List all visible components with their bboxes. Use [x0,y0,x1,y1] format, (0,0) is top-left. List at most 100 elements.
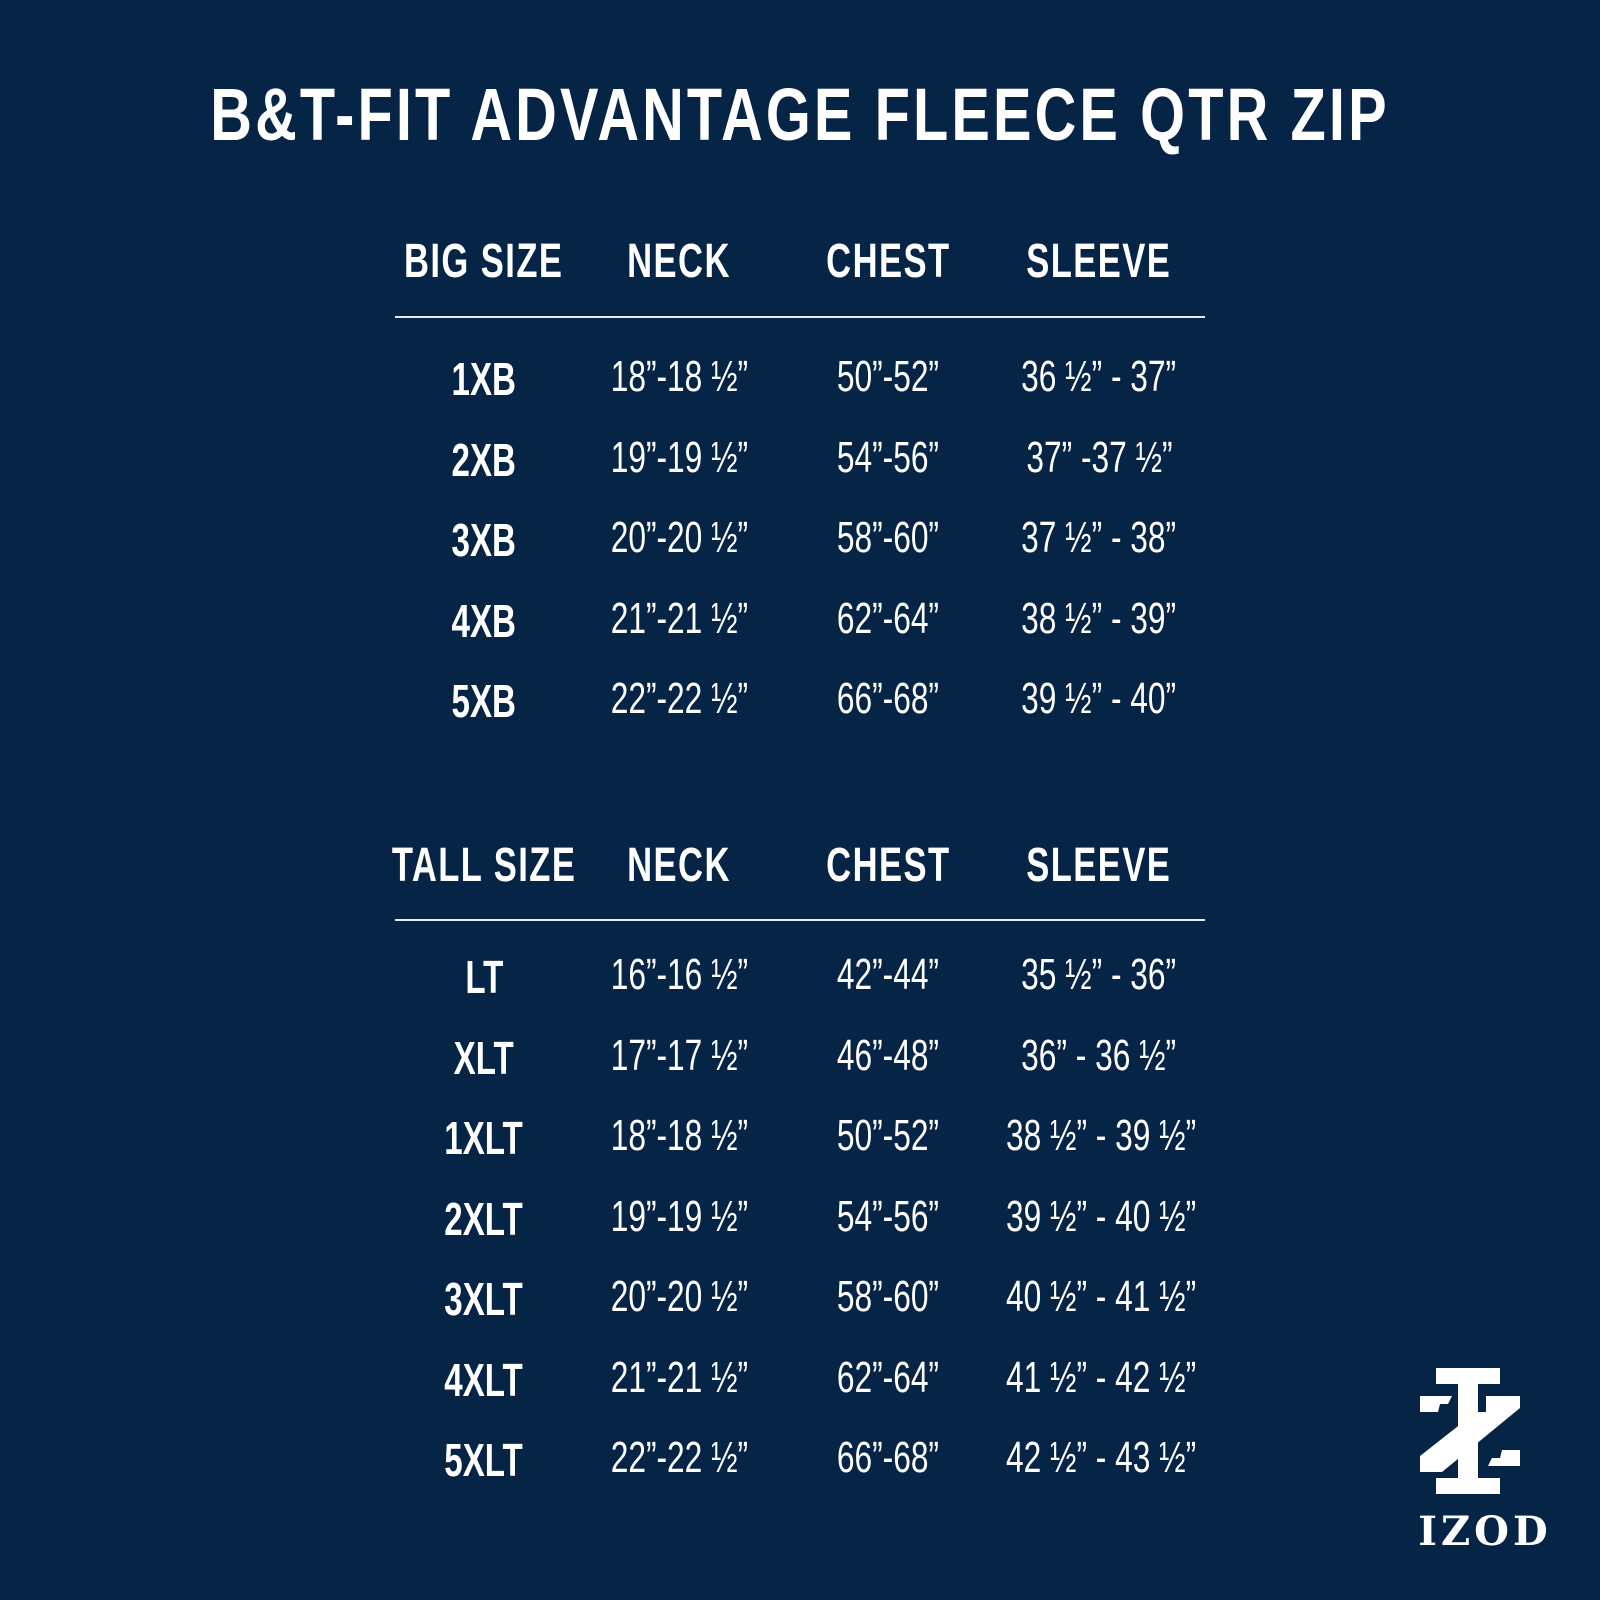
cell-neck: 19”-19 ½” [549,1192,809,1242]
cell-text: LT [464,951,503,1003]
cell-text: 19”-19 ½” [610,432,748,482]
cell-neck: 16”-16 ½” [549,950,809,1000]
cell-text: 16”-16 ½” [610,950,748,999]
cell-text: 62”-64” [836,1352,940,1402]
page-title: B&T-FIT ADVANTAGE FLEECE QTR ZIP [210,73,1390,156]
cell-text: 2XB [451,433,517,486]
cell-text: 54”-56” [836,432,940,482]
cell-sleeve: 41 ½” - 42 ½” [969,1353,1229,1403]
header-label: NECK [627,235,731,288]
cell-text: 5XLT [444,1434,524,1486]
cell-sleeve: 37 ½” - 38” [969,513,1229,563]
cell-sleeve: 40 ½” - 41 ½” [969,1272,1229,1322]
cell-sleeve: 37” -37 ½” [969,433,1229,483]
cell-chest: 66”-68” [758,1433,1018,1483]
cell-text: 18”-18 ½” [610,1111,748,1160]
cell-text: 38 ½” - 39” [1021,593,1177,643]
cell-chest: 58”-60” [758,513,1018,563]
izod-logo-text: IZOD [1418,1508,1552,1555]
cell-neck: 19”-19 ½” [549,433,809,483]
header-label: CHEST [825,839,951,892]
cell-text: 40 ½” - 41 ½” [1005,1272,1197,1321]
cell-text: 19”-19 ½” [610,1191,748,1241]
cell-text: 20”-20 ½” [610,1272,748,1321]
header-neck: NECK [549,838,809,893]
cell-text: 58”-60” [836,1272,940,1321]
cell-neck: 22”-22 ½” [549,1433,809,1483]
header-chest: CHEST [758,234,1018,289]
cell-text: 21”-21 ½” [610,1352,748,1402]
cell-chest: 46”-48” [758,1031,1018,1081]
cell-text: 36” - 36 ½” [1021,1030,1177,1080]
cell-text: 17”-17 ½” [610,1030,748,1080]
header-label: TALL SIZE [391,839,577,892]
header-chest: CHEST [758,838,1018,893]
tall-table-divider [395,919,1205,921]
cell-text: 37 ½” - 38” [1021,513,1177,562]
cell-text: 58”-60” [836,513,940,562]
cell-size: XLT [354,1031,614,1085]
cell-size: 3XLT [354,1272,614,1326]
cell-sleeve: 38 ½” - 39” [969,594,1229,644]
cell-chest: 66”-68” [758,674,1018,724]
cell-sleeve: 39 ½” - 40” [969,674,1229,724]
cell-sleeve: 38 ½” - 39 ½” [969,1111,1229,1161]
cell-neck: 18”-18 ½” [549,1111,809,1161]
cell-text: 3XLT [444,1273,524,1325]
cell-text: 35 ½” - 36” [1021,950,1177,999]
cell-text: 5XB [451,675,517,727]
cell-neck: 20”-20 ½” [549,513,809,563]
cell-text: 62”-64” [836,593,940,643]
cell-size: 4XLT [354,1353,614,1407]
cell-text: 2XLT [444,1192,524,1245]
cell-text: 37” -37 ½” [1025,432,1173,482]
cell-neck: 21”-21 ½” [549,1353,809,1403]
cell-neck: 18”-18 ½” [549,352,809,402]
cell-text: 39 ½” - 40” [1021,674,1177,723]
cell-text: 42”-44” [836,950,940,999]
cell-text: 4XB [451,594,517,647]
cell-size: 2XB [354,433,614,487]
cell-sleeve: 39 ½” - 40 ½” [969,1192,1229,1242]
cell-sleeve: 36 ½” - 37” [969,352,1229,402]
cell-size: LT [354,950,614,1004]
cell-text: XLT [453,1031,515,1084]
header-neck: NECK [549,234,809,289]
cell-size: 1XB [354,352,614,406]
cell-text: 18”-18 ½” [610,352,748,401]
cell-text: 41 ½” - 42 ½” [1005,1352,1197,1402]
cell-chest: 42”-44” [758,950,1018,1000]
cell-text: 50”-52” [836,352,940,401]
cell-text: 38 ½” - 39 ½” [1005,1111,1197,1160]
cell-neck: 22”-22 ½” [549,674,809,724]
big-table-divider [395,316,1205,318]
header-sleeve: SLEEVE [969,234,1229,289]
cell-text: 66”-68” [836,674,940,723]
header-label: SLEEVE [1026,235,1172,288]
cell-sleeve: 35 ½” - 36” [969,950,1229,1000]
header-label: SLEEVE [1026,839,1172,892]
header-label: NECK [627,839,731,892]
header-size: TALL SIZE [354,838,614,893]
cell-text: 36 ½” - 37” [1021,352,1177,401]
cell-size: 4XB [354,594,614,648]
cell-text: 54”-56” [836,1191,940,1241]
cell-neck: 20”-20 ½” [549,1272,809,1322]
cell-text: 20”-20 ½” [610,513,748,562]
header-sleeve: SLEEVE [969,838,1229,893]
cell-chest: 54”-56” [758,1192,1018,1242]
izod-monogram-icon [1420,1368,1520,1494]
cell-chest: 50”-52” [758,352,1018,402]
cell-text: 46”-48” [836,1030,940,1080]
cell-text: 66”-68” [836,1433,940,1482]
cell-text: 3XB [451,514,517,566]
cell-sleeve: 36” - 36 ½” [969,1031,1229,1081]
cell-text: 42 ½” - 43 ½” [1005,1433,1197,1482]
cell-text: 21”-21 ½” [610,593,748,643]
cell-chest: 62”-64” [758,1353,1018,1403]
cell-size: 5XLT [354,1433,614,1487]
cell-text: 50”-52” [836,1111,940,1160]
cell-text: 1XB [451,353,517,405]
cell-chest: 50”-52” [758,1111,1018,1161]
cell-neck: 17”-17 ½” [549,1031,809,1081]
